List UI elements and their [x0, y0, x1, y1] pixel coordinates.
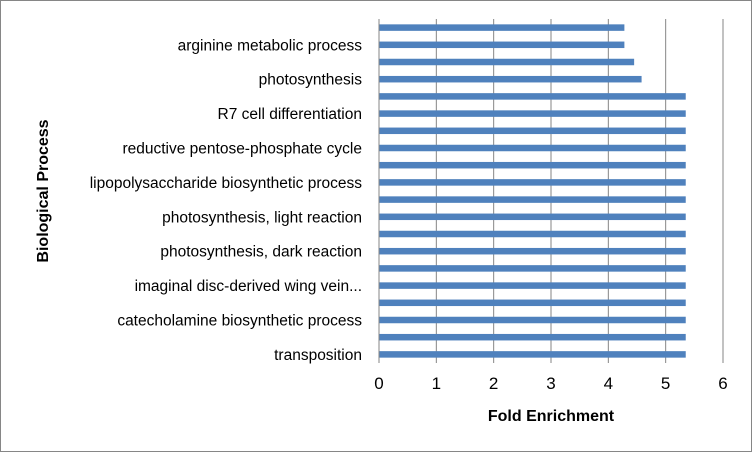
bar — [379, 213, 686, 221]
bar — [379, 282, 686, 289]
x-tick-label: 0 — [374, 374, 383, 393]
x-tick-label: 2 — [489, 374, 498, 393]
bar — [379, 24, 625, 31]
x-tick-labels: 0 1 2 3 4 5 6 — [374, 374, 727, 393]
bar — [379, 196, 686, 203]
bar — [379, 351, 686, 358]
category-label: catecholamine biosynthetic process — [117, 313, 362, 330]
bar — [379, 333, 686, 341]
category-label: imaginal disc-derived wing vein... — [135, 278, 362, 295]
category-label: photosynthesis — [259, 72, 363, 89]
category-label: photosynthesis, dark reaction — [160, 244, 362, 261]
category-label: transposition — [274, 347, 362, 364]
category-label: R7 cell differentiation — [218, 106, 362, 123]
bar — [379, 144, 686, 152]
bar — [379, 265, 686, 272]
category-label: arginine metabolic process — [178, 37, 363, 54]
bar — [379, 127, 686, 135]
x-tick-label: 3 — [546, 374, 555, 393]
bar — [379, 41, 625, 49]
bar — [379, 110, 686, 117]
x-tick-label: 4 — [604, 374, 613, 393]
bar — [379, 316, 686, 324]
bar — [379, 247, 686, 255]
bars — [379, 24, 686, 358]
x-tick-label: 5 — [661, 374, 670, 393]
grid-lines — [435, 19, 724, 363]
y-axis-title: Biological Process — [35, 119, 52, 262]
bar — [379, 230, 686, 238]
bar — [379, 58, 635, 66]
bar — [379, 179, 686, 186]
bar — [379, 161, 686, 169]
bar — [379, 93, 686, 100]
bar — [379, 299, 686, 307]
category-label: lipopolysaccharide biosynthetic process — [90, 175, 363, 192]
category-label: photosynthesis, light reaction — [162, 209, 362, 226]
category-label: reductive pentose-phosphate cycle — [122, 141, 362, 158]
bar — [379, 75, 642, 83]
x-axis-title: Fold Enrichment — [488, 408, 615, 425]
category-labels: arginine metabolic process photosynthesis… — [90, 37, 363, 364]
x-tick-label: 6 — [718, 374, 727, 393]
x-tick-label: 1 — [432, 374, 441, 393]
